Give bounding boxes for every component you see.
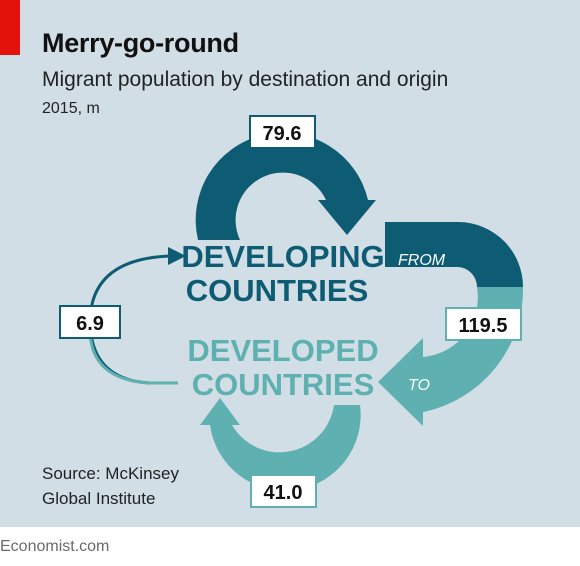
developing-label-line1: DEVELOPING [181,239,384,274]
source-note: Source: McKinsey Global Institute [42,461,242,511]
developing-label-line2: COUNTRIES [186,273,369,308]
migration-flow-diagram: DEVELOPING COUNTRIES DEVELOPED COUNTRIES… [59,115,524,508]
value-developing-to-developed: 119.5 [459,315,508,337]
value-box-119-5 [445,307,522,341]
value-developed-to-developing: 6.9 [76,313,104,335]
value-box-6-9 [59,305,121,339]
from-label: FROM [398,252,446,269]
source-line-2: Global Institute [42,489,156,508]
developing-to-developing-arrow [195,132,376,240]
brand-red-tag [0,0,20,55]
developed-to-developed-arrow [200,398,361,491]
developed-label-line1: DEVELOPED [187,333,378,368]
chart-title: Merry-go-round [42,28,239,58]
chart-subtitle: Migrant population by destination and or… [42,68,449,91]
chart-unit: 2015, m [42,100,100,117]
value-box-41-0 [250,474,317,508]
value-developing-to-developing: 79.6 [263,123,302,145]
developed-label-line2: COUNTRIES [192,367,375,402]
value-box-79-6 [249,115,316,149]
value-developed-to-developed: 41.0 [264,482,303,504]
developed-loop-teal-segment [88,331,178,385]
developing-to-developed-arrow [385,222,523,287]
economist-footer-link[interactable]: Economist.com [0,538,110,555]
source-line-1: Source: McKinsey [42,464,179,483]
to-label: TO [408,377,430,394]
developed-to-developing-arrowhead [168,247,186,265]
